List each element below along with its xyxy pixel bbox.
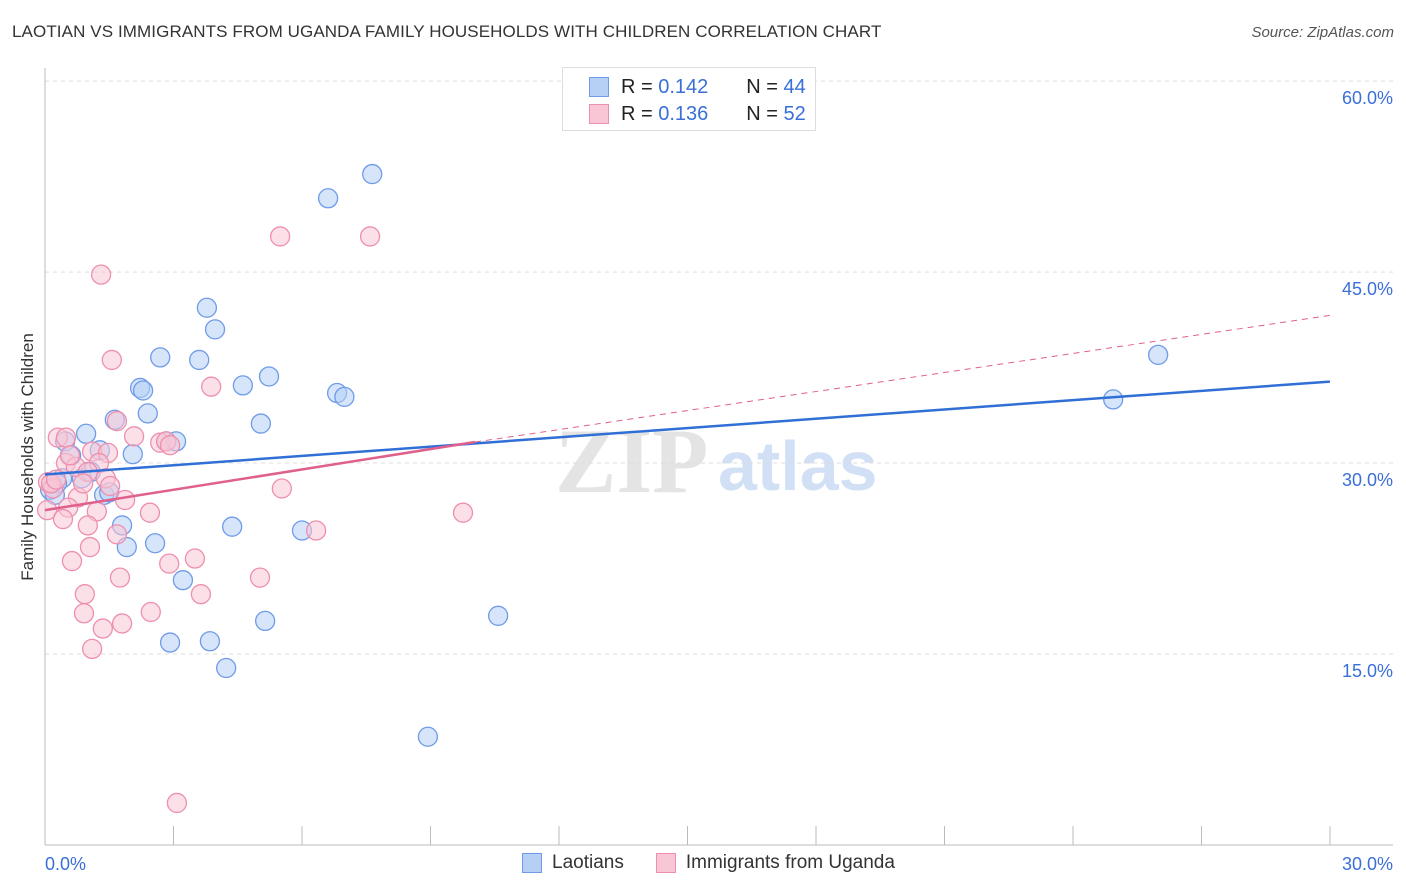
uganda-point [73,603,95,624]
uganda-point [249,567,271,588]
laotian-point [216,657,237,679]
uganda-point [61,550,83,572]
laotian-point [196,297,218,318]
laotian-point [122,443,143,465]
laotian-point [258,366,280,387]
uganda-point [269,226,291,247]
legend-swatch-laotians [522,853,542,873]
uganda-point [159,553,180,574]
r-value: 0.142 [658,75,709,98]
laotian-point [362,163,383,185]
x-tick-label: 30.0% [1342,854,1393,874]
legend-swatch-uganda [655,853,676,873]
uganda-point [359,226,381,247]
uganda-point [190,584,212,605]
n-value: 44 [783,75,806,98]
uganda-point [109,567,131,588]
laotian-point [199,631,221,652]
laotian-point [132,380,154,401]
uganda-point [52,508,74,530]
uganda-point [90,264,112,285]
watermark-zip: ZIP [555,410,708,512]
uganda-point [77,515,98,536]
laotian-point [250,413,272,434]
series-legend: Laotians Immigrants from Uganda [522,852,895,874]
uganda-point [106,524,128,545]
uganda-point [159,435,181,456]
laotian-point [172,570,194,591]
r-label: R = [621,102,653,125]
uganda-point [74,584,95,605]
uganda-point [92,618,113,639]
n-value: 52 [783,102,806,125]
laotian-point [222,516,243,537]
legend-row-uganda: R = 0.136 N = 52 [589,102,806,126]
laotian-point [232,375,254,396]
laotian-trend-line [44,380,1330,476]
uganda-point [99,475,121,497]
laotian-point [1148,344,1169,365]
y-tick-label: 30.0% [1342,470,1393,490]
uganda-point [55,427,77,448]
uganda-point [81,638,103,660]
laotian-point [150,347,171,368]
uganda-point [59,445,80,466]
uganda-trend-line [44,440,476,512]
uganda-point [101,349,122,371]
uganda-point [452,502,474,523]
uganda-point [184,548,206,569]
uganda-point [201,376,222,397]
watermark-atlas: atlas [718,427,878,505]
uganda-point [271,478,292,499]
uganda-point [140,601,161,623]
uganda-point [166,792,188,814]
legend-label-uganda: Immigrants from Uganda [685,852,895,873]
uganda-point [72,473,94,494]
laotian-point [334,386,355,408]
legend-swatch-pink [589,104,609,124]
laotian-point [254,610,276,632]
stats-legend: R = 0.142 N = 44 R = 0.136 N = 52 [562,67,816,131]
uganda-point [139,502,161,523]
legend-row-laotians: R = 0.142 N = 44 [589,75,806,99]
n-label: N = [746,75,778,98]
laotian-point [144,533,166,554]
laotian-point [317,188,339,209]
laotian-point [159,632,181,653]
laotian-point [204,319,226,340]
uganda-point [79,536,101,558]
y-tick-label: 60.0% [1342,88,1393,108]
y-tick-label: 15.0% [1342,661,1393,681]
y-tick-label: 45.0% [1342,279,1393,299]
uganda-point [305,520,327,541]
laotian-point [75,423,97,444]
x-tick-label: 0.0% [45,854,86,874]
n-label: N = [746,102,778,125]
uganda-point [114,489,136,511]
legend-label-laotians: Laotians [552,852,624,873]
laotian-point [417,726,439,747]
uganda-point [106,410,128,432]
laotian-point [189,349,210,371]
uganda-point [123,426,145,447]
chart-title: LAOTIAN VS IMMIGRANTS FROM UGANDA FAMILY… [12,22,882,41]
source-label: Source: ZipAtlas.com [1251,24,1394,41]
legend-swatch-blue [589,77,609,97]
r-label: R = [621,75,653,98]
laotian-point [1103,389,1124,410]
uganda-trend-extension [474,314,1330,443]
uganda-point [111,613,133,634]
laotian-point [487,605,509,626]
laotian-point [137,403,158,424]
r-value: 0.136 [658,102,709,125]
